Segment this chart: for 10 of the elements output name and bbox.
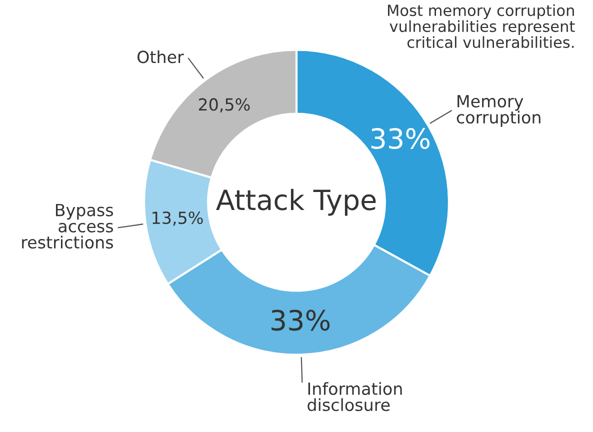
- slice-label: Memory corruption: [456, 95, 540, 127]
- slice-label: Bypass access restrictions: [22, 204, 113, 249]
- data-label: 33%: [272, 310, 330, 331]
- data-label: 33%: [371, 128, 430, 150]
- slice-label: Information disclosure: [308, 382, 402, 412]
- text: Most memory corruption vulnerabilities represent critical vulnerabilities.: [388, 4, 575, 48]
- text: Attack Type: [216, 188, 376, 216]
- data-label: 20,5%: [198, 98, 250, 112]
- data-label: 13,5%: [152, 211, 203, 226]
- slice-label: Other: [138, 50, 184, 64]
